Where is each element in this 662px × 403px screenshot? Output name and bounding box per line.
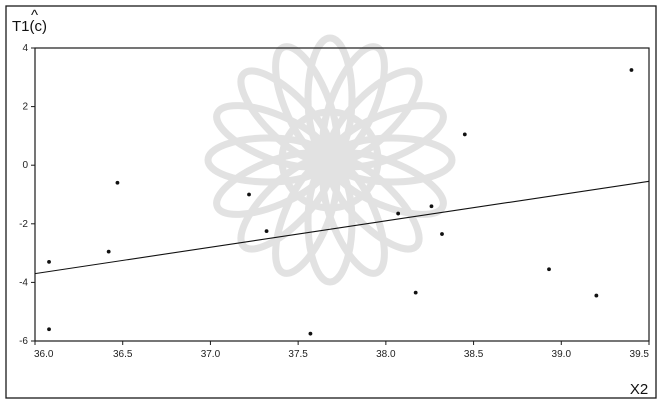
x-tick-label: 38.0 xyxy=(376,349,396,360)
data-point xyxy=(413,290,418,295)
data-point xyxy=(106,249,111,254)
data-point xyxy=(308,331,313,336)
y-tick-label: 0 xyxy=(22,160,28,171)
y-axis: 4 2 0 -2 -4 -6 xyxy=(19,43,35,347)
x-axis: 36.0 36.5 37.0 37.5 38.0 38.5 39.0 39.5 xyxy=(34,341,650,360)
data-point xyxy=(264,229,269,234)
data-points xyxy=(47,68,634,336)
data-point xyxy=(247,192,251,197)
x-tick-label: 36.0 xyxy=(34,349,54,360)
y-tick-label: -6 xyxy=(19,336,28,347)
y-tick-label: -2 xyxy=(19,219,28,230)
y-tick-label: 4 xyxy=(22,43,28,54)
watermark-petal xyxy=(327,102,447,171)
x-axis-title: X2 xyxy=(630,381,648,398)
data-point xyxy=(47,327,51,332)
data-point xyxy=(115,180,120,185)
data-point xyxy=(462,132,467,137)
data-point xyxy=(440,232,444,236)
y-tick-label: -4 xyxy=(19,277,28,288)
background-watermark-emblem xyxy=(204,34,456,286)
y-axis-title-accent: ^ xyxy=(31,7,38,24)
data-point xyxy=(396,211,401,216)
x-tick-label: 36.5 xyxy=(113,349,133,360)
data-point xyxy=(594,293,599,298)
data-point xyxy=(629,68,634,72)
watermark-ring xyxy=(278,108,382,212)
data-point xyxy=(547,267,551,272)
data-point xyxy=(47,259,51,264)
x-tick-label: 39.0 xyxy=(552,349,572,360)
x-tick-label: 37.0 xyxy=(201,349,221,360)
data-point xyxy=(429,204,434,209)
regression-line xyxy=(34,180,650,275)
y-tick-label: 2 xyxy=(22,102,28,113)
plot-area xyxy=(34,47,650,342)
x-tick-label: 37.5 xyxy=(288,349,308,360)
x-tick-label: 39.5 xyxy=(630,349,650,360)
x-tick-label: 38.5 xyxy=(464,349,484,360)
y-axis-title: T1(c) xyxy=(12,18,47,35)
figure-frame xyxy=(5,5,657,399)
